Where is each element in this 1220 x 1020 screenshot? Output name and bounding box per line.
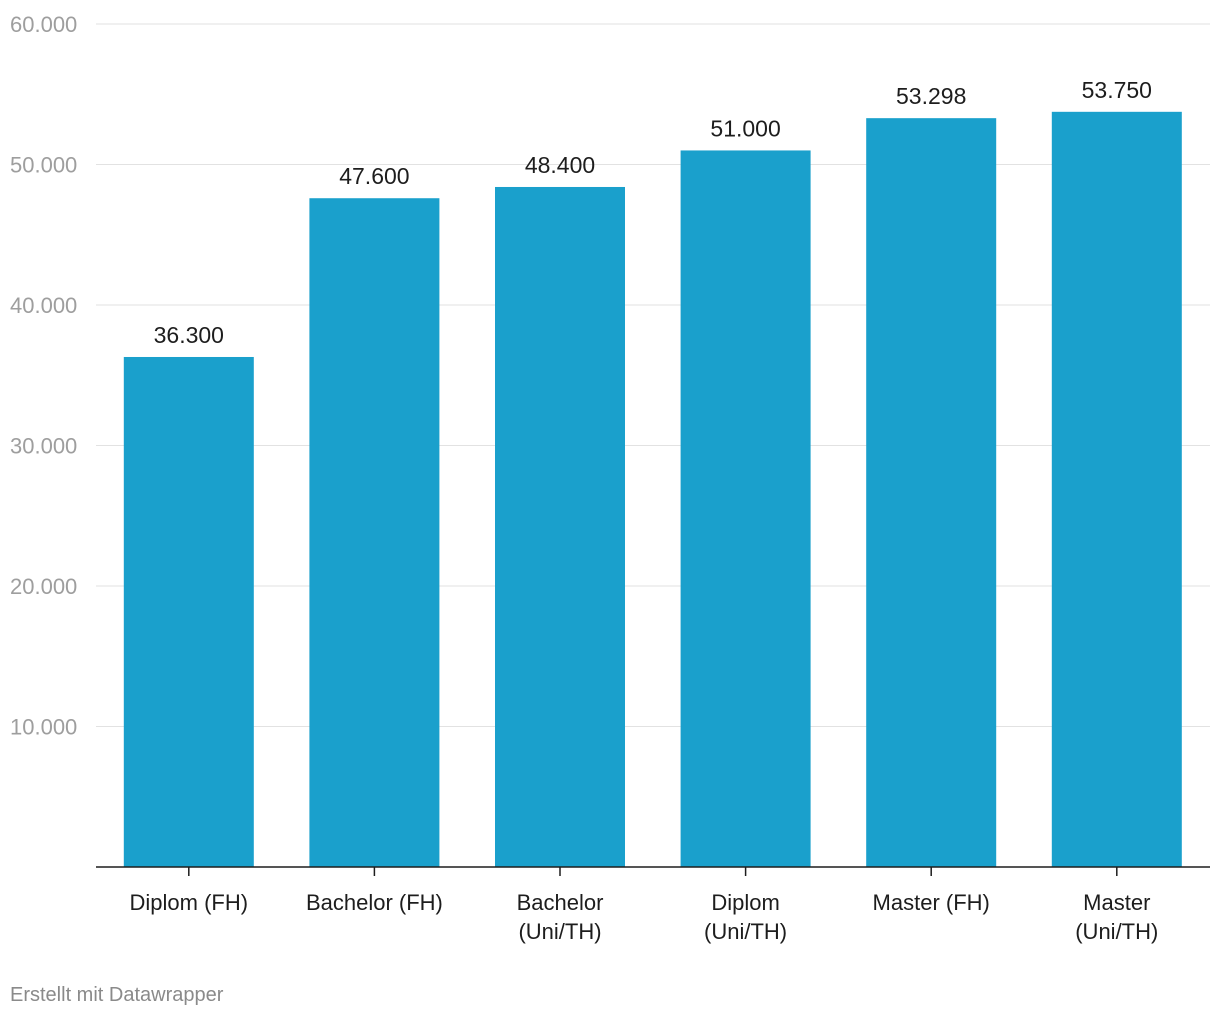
bar [866, 118, 997, 868]
bar-value-label: 51.000 [710, 115, 780, 141]
bar-value-labels: 36.300 47.600 48.400 51.000 53.298 53.750 [154, 77, 1152, 348]
y-tick-label: 20.000 [10, 574, 77, 599]
bar [495, 186, 625, 868]
x-category-label: Diplom (Uni/TH) [704, 890, 787, 944]
bar [309, 198, 440, 868]
y-tick-label: 50.000 [10, 153, 77, 178]
footer-credit: Erstellt mit Datawrapper [10, 984, 224, 1006]
y-tick-label: 30.000 [10, 434, 77, 459]
y-axis-tick-labels: 10.000 20.000 30.000 40.000 50.000 60.000 [10, 12, 77, 740]
bar [1051, 111, 1182, 867]
x-category-label: Bachelor (FH) [306, 890, 443, 915]
bar-value-label: 53.298 [896, 83, 966, 109]
x-category-label: Bachelor (Uni/TH) [517, 890, 604, 944]
bar-value-label: 53.750 [1082, 77, 1152, 103]
bar [123, 356, 254, 867]
bar-value-label: 36.300 [154, 322, 224, 348]
bar-value-label: 47.600 [339, 163, 409, 189]
bars [123, 111, 1182, 868]
x-category-label: Diplom (FH) [130, 890, 249, 915]
y-tick-label: 10.000 [10, 715, 77, 740]
bar-value-label: 48.400 [525, 152, 595, 178]
x-category-label: Master (FH) [873, 890, 990, 915]
x-category-label: Master (Uni/TH) [1075, 890, 1158, 944]
bar-chart: 10.000 20.000 30.000 40.000 50.000 60.000 36.… [10, 12, 1210, 944]
x-axis-ticks [188, 867, 1118, 876]
bar [680, 150, 811, 867]
y-tick-label: 40.000 [10, 293, 77, 318]
grid-lines [96, 23, 1210, 727]
y-tick-label: 60.000 [10, 12, 77, 37]
x-axis-category-labels: Diplom (FH) Bachelor (FH) Bachelor (Uni/TH)… [130, 890, 1159, 944]
